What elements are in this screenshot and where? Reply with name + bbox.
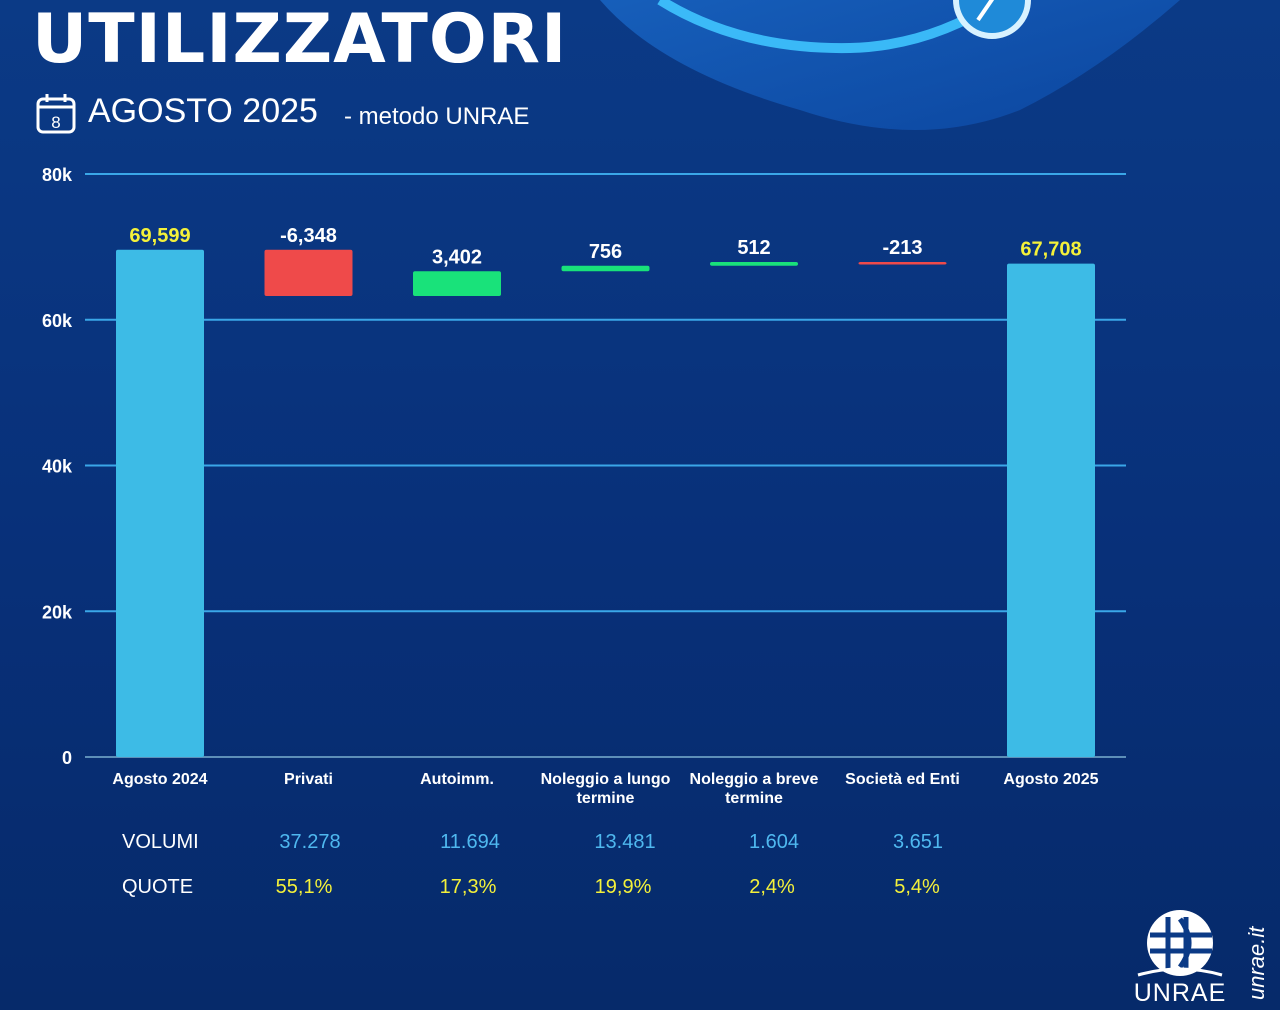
x-tick-label: Noleggio a breve: [690, 771, 819, 788]
x-tick-label: Agosto 2024: [112, 771, 207, 788]
bar-5: [858, 262, 947, 265]
x-tick-label: Società ed Enti: [845, 771, 960, 788]
share-value-autoimm: 17,3%: [439, 876, 497, 898]
data-label-5: -213: [882, 237, 922, 259]
waterfall-chart: 0 20k 40k 60k 80k 69,599 -6,348 3,402 756 512 -213…: [42, 165, 1126, 807]
x-tick-label: Privati: [284, 771, 333, 788]
data-label-1: -6,348: [280, 225, 337, 247]
volume-value-societa: 3.651: [892, 831, 944, 853]
share-value-nbt: 2,4%: [749, 876, 795, 898]
page-title: UTILIZZATORI: [32, 0, 568, 79]
y-tick-label: 20k: [42, 602, 73, 622]
y-tick-label: 40k: [42, 457, 73, 477]
bar-3: [561, 265, 650, 272]
x-tick-label: Agosto 2025: [1003, 771, 1098, 788]
bar-1: [264, 249, 353, 297]
logo-text: UNRAE: [1134, 979, 1227, 1005]
website-label: unrae.it: [1244, 926, 1269, 1000]
unrae-logo: UNRAE: [1134, 910, 1227, 1005]
volume-value-autoimm: 11.694: [440, 831, 500, 853]
shares-row-label: QUOTE: [122, 876, 194, 898]
x-tick-label: termine: [725, 790, 783, 807]
volume-value-nlt: 13.481: [594, 831, 656, 853]
bar-4: [710, 262, 798, 266]
bar-2: [413, 271, 501, 297]
data-label-6: 67,708: [1020, 239, 1081, 261]
x-tick-label: Autoimm.: [420, 771, 494, 788]
share-value-privati: 55,1%: [275, 876, 333, 898]
x-tick-label: termine: [577, 790, 635, 807]
calendar-day: 8: [51, 113, 60, 132]
data-label-2: 3,402: [432, 246, 482, 268]
calendar-icon: 8: [36, 94, 76, 134]
share-value-societa: 5,4%: [894, 876, 940, 898]
data-label-3: 756: [589, 241, 622, 263]
unrae-globe-icon: [1150, 917, 1212, 969]
method-label: - metodo UNRAE: [344, 103, 530, 130]
volumes-row-label: VOLUMI: [122, 831, 199, 853]
y-tick-label: 60k: [42, 311, 73, 331]
y-tick-label: 0: [62, 748, 72, 768]
period-label: AGOSTO 2025: [88, 92, 318, 130]
volume-value-nbt: 1.604: [748, 831, 800, 853]
data-label-4: 512: [737, 237, 770, 259]
bar-6: [1007, 263, 1095, 757]
x-tick-label: Noleggio a lungo: [541, 771, 671, 788]
data-label-0: 69,599: [129, 225, 190, 247]
bar-0: [116, 249, 204, 757]
volume-value-privati: 37.278: [279, 831, 341, 853]
share-value-nlt: 19,9%: [594, 876, 652, 898]
y-tick-label: 80k: [42, 165, 73, 185]
